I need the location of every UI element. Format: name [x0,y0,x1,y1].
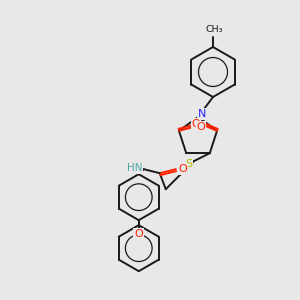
Text: CH₃: CH₃ [205,26,223,34]
Text: O: O [178,164,187,174]
Text: O: O [192,119,200,129]
Text: O: O [196,122,206,132]
Text: N: N [198,109,206,119]
Text: O: O [134,229,143,239]
Text: S: S [185,159,192,169]
Text: HN: HN [127,163,142,173]
